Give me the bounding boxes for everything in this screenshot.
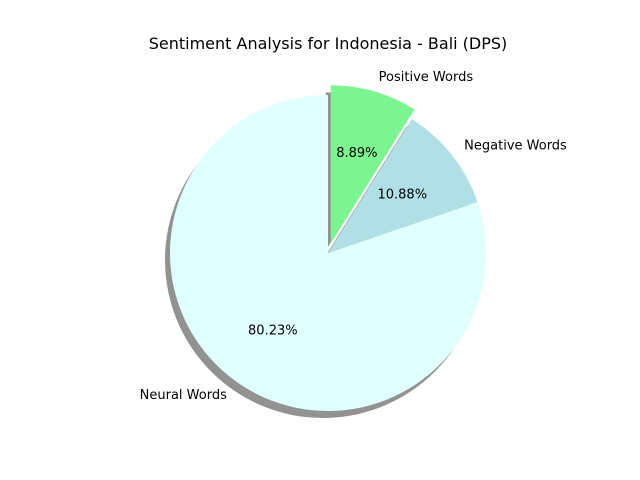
pie-labels: 8.89% Positive Words 10.88% Negative Words 8… [140,70,567,403]
pct-label-positive-words: 8.89% [336,146,377,161]
slice-label-positive-words: Positive Words [379,70,474,85]
slice-label-negative-words: Negative Words [464,139,567,154]
pct-label-negative-words: 10.88% [377,188,427,203]
pie-slice-neural-words [170,95,487,411]
pie-slice-negative-words [328,119,478,253]
pct-label-neural-words: 80.23% [248,324,298,339]
chart-title: Sentiment Analysis for Indonesia - Bali … [149,34,508,53]
pie-slice-positive-words [330,85,415,244]
pie-slices [170,85,487,411]
slice-label-neural-words: Neural Words [140,388,227,403]
